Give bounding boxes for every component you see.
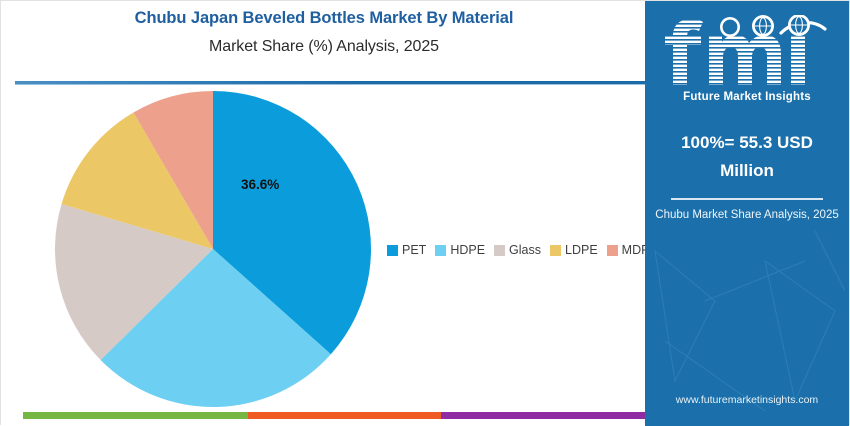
footer-accent-bar xyxy=(23,412,647,419)
chart-legend: PET HDPE Glass LDPE MDPE xyxy=(387,243,658,257)
pie-slice-hdpe[interactable] xyxy=(100,249,331,408)
header-divider xyxy=(15,81,647,84)
pie-data-label-pet: 36.6% xyxy=(241,177,280,192)
pie-chart: 36.6% xyxy=(53,89,373,409)
panel-divider xyxy=(671,198,823,200)
orange-segment xyxy=(247,412,442,419)
header-divider-thin xyxy=(15,84,647,85)
pie-slice-pet[interactable] xyxy=(213,91,371,355)
legend-item-hdpe[interactable]: HDPE xyxy=(435,243,485,257)
legend-item-ldpe[interactable]: LDPE xyxy=(550,243,598,257)
market-value-callout: 100%= 55.3 USD Million xyxy=(681,133,813,180)
fmi-logo-mark xyxy=(665,15,827,85)
legend-item-pet[interactable]: PET xyxy=(387,243,426,257)
pie-slice-ldpe[interactable] xyxy=(61,112,213,250)
panel-caption: Chubu Market Share Analysis, 2025 xyxy=(655,209,839,221)
legend-swatch-mdpe xyxy=(606,244,618,256)
legend-label-glass: Glass xyxy=(509,243,541,257)
page-subtitle: Market Share (%) Analysis, 2025 xyxy=(209,38,439,55)
legend-swatch-pet xyxy=(387,244,398,256)
purple-segment xyxy=(441,412,647,419)
legend-label-pet: PET xyxy=(402,243,427,257)
pie-chart-svg xyxy=(55,91,371,408)
legend-label-hdpe: HDPE xyxy=(450,243,486,257)
chart-region: Chubu Japan Beveled Bottles Market By Ma… xyxy=(1,1,658,426)
green-segment xyxy=(23,412,248,419)
page-title: Chubu Japan Beveled Bottles Market By Ma… xyxy=(134,9,514,27)
legend-swatch-ldpe xyxy=(550,244,561,256)
legend-label-ldpe: LDPE xyxy=(565,243,598,257)
fmi-logo: Future Market Insights xyxy=(645,7,849,111)
brand-panel: Future Market Insights 100%= 55.3 USD Mi… xyxy=(645,1,849,426)
legend-swatch-glass xyxy=(494,244,506,256)
pie-slice-group xyxy=(55,91,371,408)
legend-swatch-hdpe xyxy=(435,244,447,256)
legend-item-glass[interactable]: Glass xyxy=(494,243,541,257)
website-url[interactable]: www.futuremarketinsights.com xyxy=(675,394,819,406)
pie-slice-glass[interactable] xyxy=(55,203,213,361)
panel-background-pattern xyxy=(654,230,846,412)
pie-slice-mdpe[interactable] xyxy=(133,91,213,249)
fmi-logo-tagline: Future Market Insights xyxy=(683,91,811,103)
